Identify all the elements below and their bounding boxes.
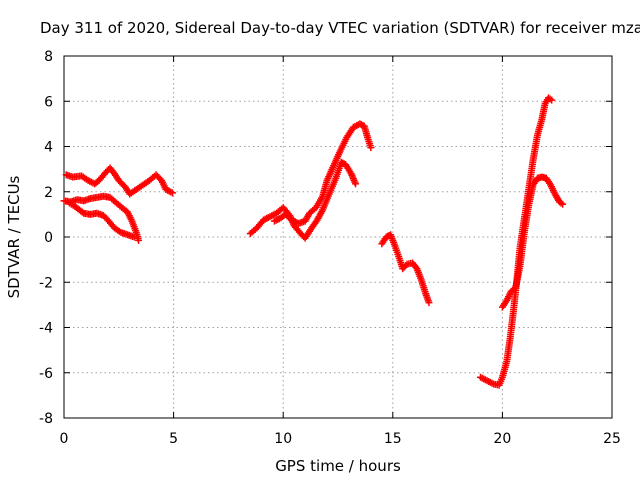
y-axis-label: SDTVAR / TECUs <box>5 175 23 298</box>
x-tick-label: 0 <box>60 431 69 447</box>
data-point <box>130 233 138 241</box>
x-tick-label: 15 <box>384 431 402 447</box>
y-tick-label: -6 <box>39 366 53 382</box>
y-tick-label: 8 <box>44 49 53 65</box>
x-tick-label: 10 <box>274 431 292 447</box>
y-tick-label: 4 <box>44 140 53 156</box>
x-axis-label: GPS time / hours <box>275 457 401 475</box>
data-point <box>548 96 556 104</box>
y-tick-label: -2 <box>39 275 53 291</box>
data-points <box>60 94 567 389</box>
data-point <box>425 299 433 307</box>
grid <box>64 56 612 418</box>
axis-ticks: 0 5 10 15 20 25 -8 -6 -4 -2 0 2 4 6 8 <box>39 49 621 447</box>
x-tick-label: 25 <box>603 431 621 447</box>
x-tick-label: 20 <box>493 431 511 447</box>
data-point <box>135 236 143 244</box>
y-tick-label: -4 <box>39 321 53 337</box>
y-tick-label: 0 <box>44 230 53 246</box>
y-tick-label: -8 <box>39 411 53 427</box>
chart-title: Day 311 of 2020, Sidereal Day-to-day VTE… <box>40 19 640 37</box>
data-point <box>169 189 177 197</box>
data-point <box>559 200 567 208</box>
y-tick-label: 2 <box>44 185 53 201</box>
y-tick-label: 6 <box>44 94 53 110</box>
data-point <box>367 144 375 152</box>
x-tick-label: 5 <box>169 431 178 447</box>
data-point-fill <box>78 208 86 216</box>
data-point <box>352 180 360 188</box>
